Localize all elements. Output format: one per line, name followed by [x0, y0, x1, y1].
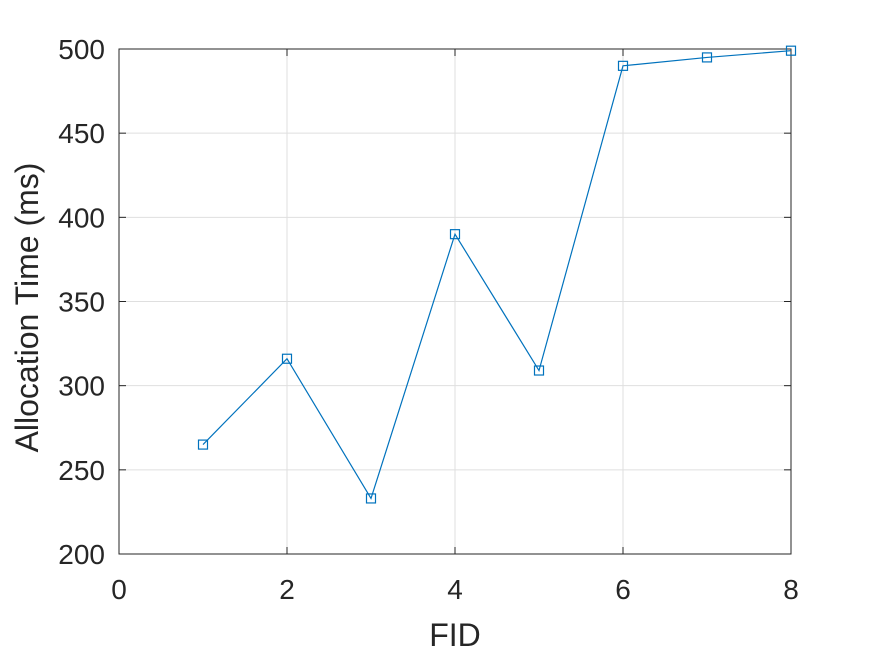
x-tick-label: 8: [783, 574, 799, 605]
data-point-marker: [533, 365, 545, 376]
data-point-marker: [365, 493, 377, 504]
data-point-marker: [701, 52, 713, 63]
x-axis-label: FID: [429, 617, 481, 653]
series-layer: [197, 45, 797, 504]
grid: [118, 48, 792, 555]
data-point-marker: [617, 60, 629, 71]
series-line: [202, 50, 792, 500]
y-tick-label: 450: [58, 118, 105, 149]
y-tick-label: 350: [58, 287, 105, 318]
data-point-marker: [197, 439, 209, 450]
y-tick-label: 300: [58, 371, 105, 402]
axis-ticks: 0 2 4 6 8 200 250 300 350 400 450 500: [58, 34, 799, 605]
x-tick-label: 2: [279, 574, 295, 605]
y-tick-label: 500: [58, 34, 105, 65]
data-point-marker: [449, 229, 461, 240]
x-tick-label: 6: [615, 574, 631, 605]
y-tick-label: 200: [58, 539, 105, 570]
x-tick-label: 4: [447, 574, 463, 605]
data-point-marker: [785, 45, 797, 56]
y-axis-label: Allocation Time (ms): [9, 163, 45, 453]
y-tick-label: 250: [58, 455, 105, 486]
y-tick-label: 400: [58, 202, 105, 233]
x-tick-label: 0: [111, 574, 127, 605]
data-point-marker: [281, 353, 293, 364]
